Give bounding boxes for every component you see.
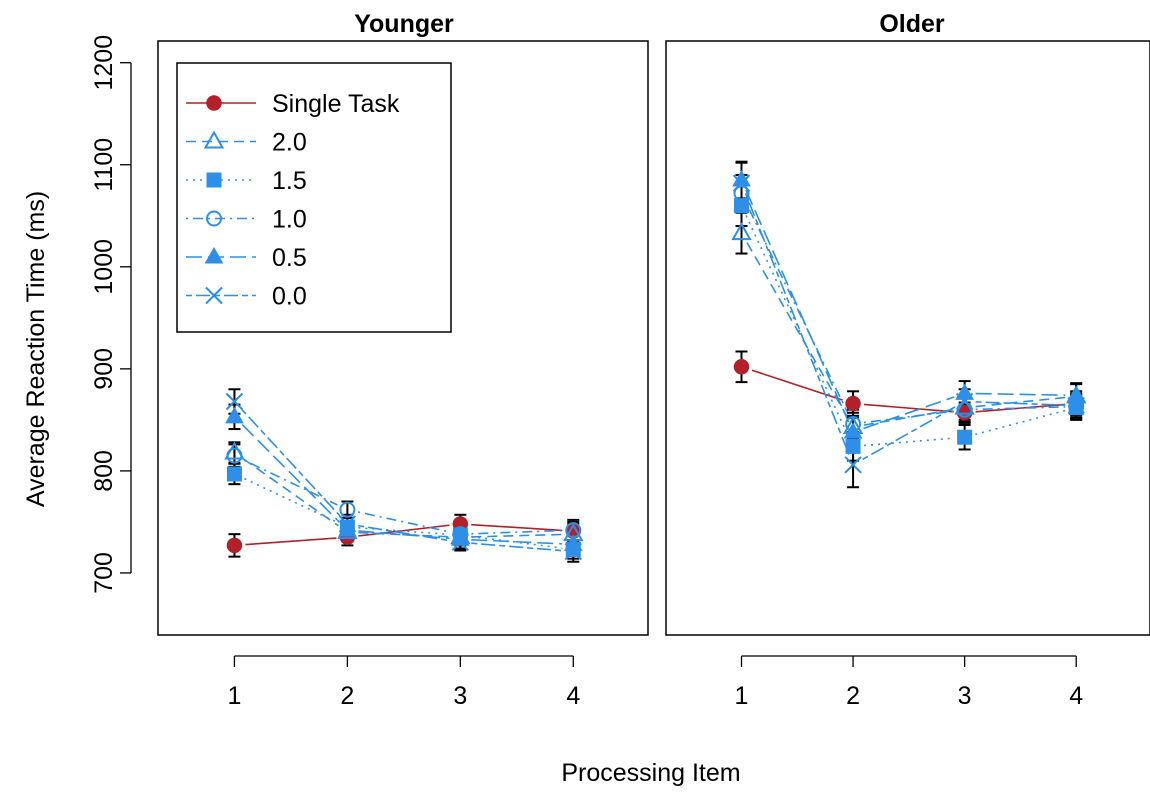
data-point	[1066, 385, 1086, 402]
legend-label: Single Task	[272, 90, 400, 118]
data-point	[338, 515, 357, 533]
x-tick-label: 2	[340, 682, 354, 710]
series-line-segment	[862, 406, 956, 461]
series-line-segment	[746, 242, 849, 418]
data-point	[732, 174, 751, 192]
data-point	[339, 501, 356, 518]
series-line-segment	[358, 530, 450, 540]
series-line-segment	[471, 533, 563, 538]
data-point	[845, 395, 861, 412]
data-point	[731, 222, 752, 241]
series-line-segment	[471, 529, 563, 535]
legend-label: 2.0	[272, 129, 307, 157]
series-line-segment	[245, 537, 337, 546]
series-line-segment	[745, 202, 849, 415]
y-axis-title: Average Reaction Time (ms)	[22, 191, 50, 507]
data-point	[226, 466, 242, 482]
y-tick-label: 1100	[90, 138, 118, 192]
y-tick-label: 700	[90, 552, 118, 594]
legend-label: 1.5	[272, 167, 307, 195]
series-line-segment	[242, 458, 339, 527]
series-line-segment	[863, 437, 954, 447]
series-line-segment	[357, 511, 450, 533]
legend-label: 0.0	[272, 283, 307, 311]
series-line-segment	[244, 459, 338, 506]
data-point	[955, 383, 974, 400]
series-line-segment	[471, 542, 563, 552]
legend-marker	[206, 95, 222, 111]
data-point	[843, 422, 863, 439]
panel-title-older: Older	[879, 10, 945, 38]
plot-layer: 700 800 900 1000 1100 1200 1 2 3 4 1 2 3 4	[90, 35, 1150, 710]
panel-frame	[157, 40, 649, 636]
legend: Single Task 2.0 1.5 1.0 0.5 0.0	[176, 62, 452, 333]
data-point	[1067, 396, 1085, 415]
data-point	[225, 406, 244, 424]
legend-box	[176, 62, 452, 333]
series-line-segment	[751, 369, 843, 401]
y-tick-label: 800	[90, 450, 118, 492]
panel-title-younger: Younger	[354, 10, 454, 38]
x-tick-label: 1	[735, 682, 749, 710]
legend-marker	[206, 210, 222, 227]
x-axis-title: Processing Item	[561, 759, 740, 787]
y-tick-label: 1000	[90, 239, 118, 295]
series-line-segment	[358, 524, 450, 537]
series-line-segment	[471, 535, 563, 549]
panel-frame	[665, 40, 1150, 636]
legend-label: 1.0	[272, 206, 307, 234]
x-tick-label: 4	[1069, 682, 1083, 710]
legend-marker	[206, 172, 222, 188]
data-point	[845, 438, 861, 454]
series-line-segment	[975, 406, 1066, 411]
series-line-segment	[863, 396, 955, 430]
x-tick-label: 3	[958, 682, 972, 710]
legend-marker	[204, 246, 224, 264]
series-line-segment	[745, 189, 850, 423]
y-tick-label: 900	[90, 348, 118, 390]
legend-label: 0.5	[272, 244, 307, 272]
data-point	[226, 537, 243, 554]
legend-marker	[203, 130, 225, 149]
series-line-segment	[471, 538, 563, 545]
data-point	[564, 542, 582, 561]
x-tick-label: 3	[453, 682, 467, 710]
data-point	[957, 429, 973, 445]
series-line-segment	[975, 409, 1066, 436]
x-tick-label: 4	[566, 682, 580, 710]
series-line-segment	[863, 403, 954, 413]
y-tick-label: 1200	[90, 35, 118, 91]
series-line-segment	[975, 392, 1066, 396]
x-tick-label: 1	[227, 682, 241, 710]
legend-marker	[205, 286, 223, 305]
data-point	[226, 447, 243, 464]
series-line-segment	[244, 477, 338, 524]
series-line-segment	[863, 410, 954, 424]
series-line-segment	[358, 524, 450, 542]
data-point	[955, 392, 974, 411]
series-line-segment	[744, 193, 850, 455]
data-point	[225, 392, 244, 411]
x-tick-label: 2	[846, 682, 860, 710]
series-line-segment	[975, 401, 1066, 406]
data-point	[451, 533, 470, 552]
series-line-segment	[241, 409, 341, 517]
series-line-segment	[241, 424, 341, 523]
series-line-segment	[471, 523, 563, 532]
data-point	[734, 198, 750, 214]
data-point	[733, 359, 750, 375]
data-point	[844, 456, 862, 474]
